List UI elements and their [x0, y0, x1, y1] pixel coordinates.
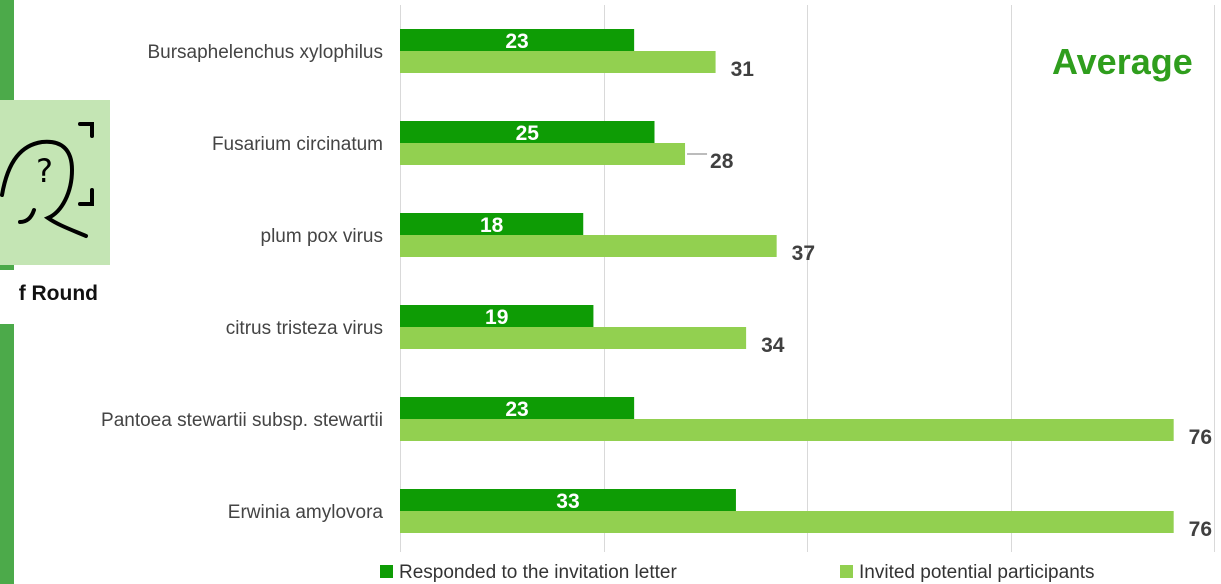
- data-label-invited: 76: [1189, 426, 1212, 449]
- bar-responded: [400, 29, 635, 51]
- category-label: Pantoea stewartii subsp. stewartii: [101, 410, 383, 431]
- bar-responded: [400, 397, 635, 419]
- data-label-invited: 37: [792, 242, 815, 265]
- legend-item-responded: Responded to the invitation letter: [380, 562, 677, 584]
- data-label-responded: 33: [556, 490, 579, 513]
- category-label: Bursaphelenchus xylophilus: [147, 42, 383, 63]
- round-label-box: f Round: [0, 270, 104, 324]
- average-label: Average: [1052, 41, 1193, 82]
- data-labels: 23 31 25 28 18 37 19 34 23 76 33 76: [480, 30, 1212, 541]
- bars: [400, 29, 1174, 533]
- category-labels: Bursaphelenchus xylophilus Fusarium circi…: [101, 42, 383, 523]
- bar-invited: [400, 419, 1174, 441]
- data-label-responded: 18: [480, 214, 504, 237]
- category-label: Fusarium circinatum: [212, 134, 383, 155]
- bar-invited: [400, 143, 686, 165]
- legend-label-responded: Responded to the invitation letter: [399, 562, 677, 583]
- bar-responded: [400, 489, 736, 511]
- category-label: Erwinia amylovora: [228, 502, 384, 523]
- data-label-invited: 34: [761, 334, 785, 357]
- legend-swatch-invited: [840, 565, 853, 578]
- bar-responded: [400, 121, 655, 143]
- bar-invited: [400, 511, 1174, 533]
- data-label-responded: 23: [505, 30, 528, 53]
- round-label: f Round: [18, 282, 98, 305]
- legend-item-invited: Invited potential participants: [840, 562, 1095, 584]
- data-label-invited: 76: [1189, 518, 1212, 541]
- category-label: plum pox virus: [261, 226, 384, 247]
- legend-swatch-responded: [380, 565, 393, 578]
- data-label-invited: 28: [710, 150, 734, 173]
- bar-invited: [400, 327, 747, 349]
- chart-legend: Responded to the invitation letter Invit…: [380, 562, 1221, 584]
- legend-label-invited: Invited potential participants: [859, 562, 1095, 583]
- data-label-responded: 23: [505, 398, 528, 421]
- grid-lines: [400, 5, 1215, 552]
- category-label: citrus tristeza virus: [226, 318, 383, 339]
- bar-responded: [400, 305, 594, 327]
- bar-responded: [400, 213, 584, 235]
- data-label-invited: 31: [731, 58, 755, 81]
- face-scan-question-icon: ?: [0, 122, 94, 238]
- data-label-responded: 25: [516, 122, 540, 145]
- svg-text:?: ?: [36, 152, 53, 190]
- bar-invited: [400, 235, 777, 257]
- data-label-responded: 19: [485, 306, 508, 329]
- face-icon-panel: ?: [0, 100, 110, 265]
- bar-invited: [400, 51, 716, 73]
